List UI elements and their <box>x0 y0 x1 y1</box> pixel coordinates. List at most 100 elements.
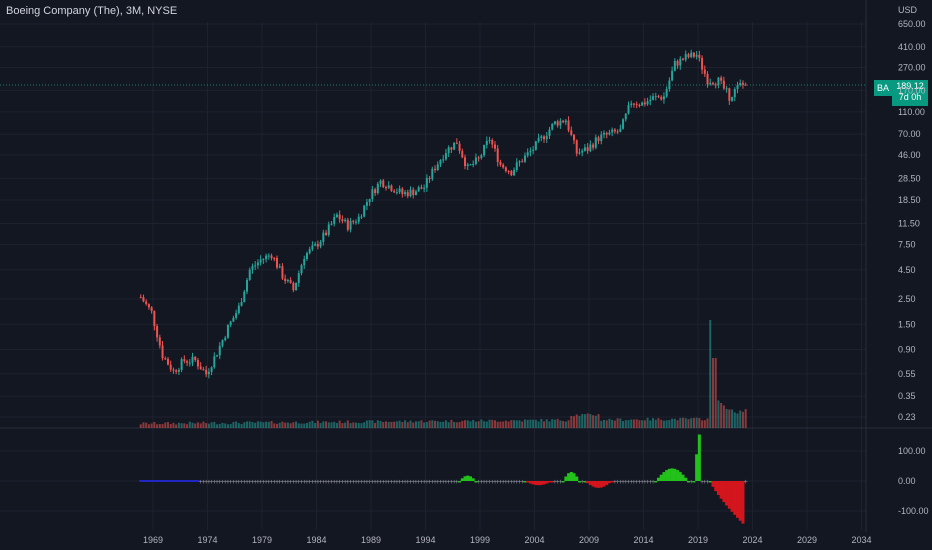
osc-neutral-marker: + <box>438 479 442 486</box>
volume-bar <box>278 422 281 428</box>
volume-bar <box>619 418 622 428</box>
volume-bar <box>602 419 605 428</box>
volume-bar <box>581 414 584 428</box>
price-tick-label: 270.00 <box>898 62 926 72</box>
candle-body <box>267 255 270 257</box>
osc-neutral-marker: + <box>207 479 211 486</box>
volume-bar <box>545 419 548 428</box>
volume-bar <box>474 421 477 428</box>
osc-neutral-marker: + <box>643 479 647 486</box>
candle-body <box>368 199 371 203</box>
candle-body <box>526 152 529 156</box>
volume-bar <box>259 421 262 428</box>
osc-neutral-marker: + <box>381 479 385 486</box>
volume-bar <box>453 421 456 428</box>
volume-bar <box>349 423 352 428</box>
volume-bar <box>273 423 276 428</box>
volume-bar <box>485 421 488 428</box>
osc-bar <box>716 481 720 496</box>
volume-bar <box>196 422 199 428</box>
candle-body <box>692 52 695 57</box>
volume-bar <box>660 419 663 428</box>
osc-bar <box>714 481 718 492</box>
osc-neutral-marker: + <box>640 479 644 486</box>
volume-bar <box>221 422 224 428</box>
candle-body <box>207 371 210 375</box>
osc-neutral-marker: + <box>417 479 421 486</box>
candle-body <box>450 147 453 150</box>
volume-bar <box>357 422 360 428</box>
volume-bar <box>526 419 529 428</box>
candle-body <box>507 171 510 173</box>
volume-bar <box>153 422 156 428</box>
osc-neutral-marker: + <box>637 479 641 486</box>
candle-body <box>384 187 387 189</box>
volume-bar <box>145 422 148 428</box>
candle-body <box>551 124 554 130</box>
osc-bar <box>602 481 606 487</box>
candle-body <box>616 131 619 133</box>
volume-bar <box>188 421 191 428</box>
volume-bar <box>714 358 717 428</box>
volume-bar <box>297 423 300 428</box>
volume-bar <box>139 424 142 428</box>
candle-body <box>186 361 189 363</box>
candle-body <box>502 164 505 168</box>
volume-bar <box>652 418 655 428</box>
osc-bar <box>523 481 527 483</box>
volume-bar <box>344 422 347 428</box>
osc-bar <box>569 472 573 481</box>
osc-bar <box>150 480 154 482</box>
volume-bar <box>207 423 210 428</box>
candle-body <box>161 345 164 359</box>
candle-body <box>455 142 458 144</box>
candle-body <box>594 137 597 148</box>
osc-neutral-marker: + <box>378 479 382 486</box>
volume-bar <box>363 422 366 428</box>
candle-body <box>567 120 570 131</box>
osc-bar <box>171 480 175 482</box>
candle-body <box>652 96 655 100</box>
osc-neutral-marker: + <box>220 479 224 486</box>
price-tick-label: 7.50 <box>898 240 916 250</box>
osc-bar <box>169 480 173 482</box>
volume-bars <box>139 320 747 428</box>
volume-bar <box>578 415 581 428</box>
price-tick-label: 11.50 <box>898 219 920 229</box>
osc-neutral-marker: + <box>703 479 707 486</box>
candle-body <box>488 140 491 142</box>
time-tick-label: 1969 <box>143 535 163 545</box>
time-tick-label: 2009 <box>579 535 599 545</box>
candle-body <box>196 360 199 367</box>
candle-body <box>573 134 576 141</box>
candle-body <box>436 164 439 171</box>
osc-bar <box>681 474 685 481</box>
volume-bar <box>404 420 407 428</box>
osc-bar <box>550 481 554 483</box>
osc-bar <box>678 472 682 481</box>
volume-bar <box>341 423 344 428</box>
candle-body <box>254 265 257 267</box>
volume-bar <box>741 411 744 428</box>
volume-bar <box>256 421 259 428</box>
candle-body <box>305 253 308 260</box>
osc-bar <box>695 454 699 481</box>
osc-neutral-marker: + <box>635 479 639 486</box>
volume-bar <box>322 421 325 428</box>
osc-neutral-marker: + <box>515 479 519 486</box>
volume-bar <box>409 420 412 428</box>
candle-body <box>444 153 447 160</box>
volume-bar <box>701 420 704 428</box>
candle-body <box>442 159 445 161</box>
osc-neutral-marker: + <box>580 479 584 486</box>
volume-bar <box>229 423 232 428</box>
chart-title: Boeing Company (The), 3M, NYSE <box>6 5 178 17</box>
osc-bar <box>161 480 165 482</box>
osc-bar <box>599 481 603 488</box>
candle-body <box>363 205 366 217</box>
volume-bar <box>502 421 505 428</box>
osc-neutral-marker: + <box>327 479 331 486</box>
osc-neutral-marker: + <box>267 479 271 486</box>
time-tick-label: 1989 <box>361 535 381 545</box>
